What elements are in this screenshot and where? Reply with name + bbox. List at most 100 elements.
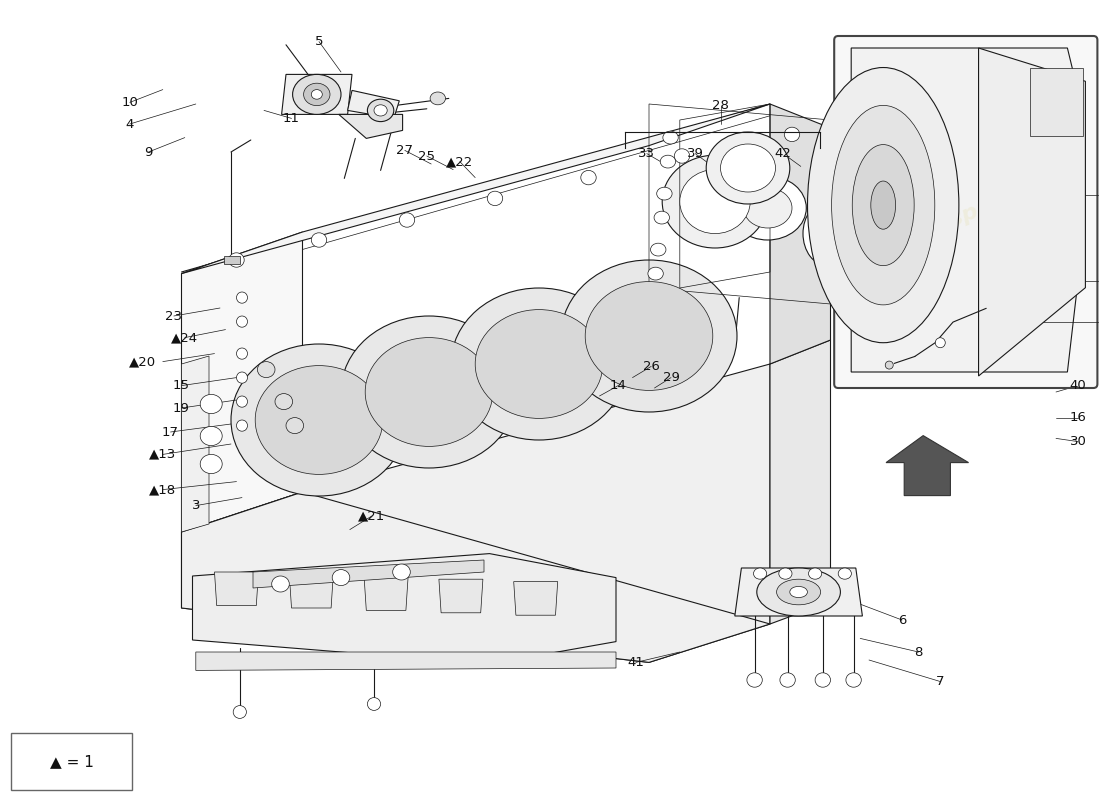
Ellipse shape: [654, 211, 670, 224]
Ellipse shape: [680, 170, 750, 234]
Ellipse shape: [365, 338, 493, 446]
Ellipse shape: [747, 673, 762, 687]
Ellipse shape: [871, 181, 895, 230]
Text: ▲13: ▲13: [150, 448, 176, 461]
Ellipse shape: [451, 288, 627, 440]
Polygon shape: [439, 579, 483, 613]
FancyBboxPatch shape: [834, 36, 1098, 388]
Polygon shape: [253, 560, 484, 588]
Ellipse shape: [487, 191, 503, 206]
Ellipse shape: [229, 253, 244, 267]
Polygon shape: [182, 364, 770, 662]
Polygon shape: [364, 577, 408, 610]
Circle shape: [886, 361, 893, 369]
Ellipse shape: [475, 310, 603, 418]
Ellipse shape: [852, 145, 914, 266]
Text: 23: 23: [165, 310, 183, 322]
Ellipse shape: [311, 233, 327, 247]
Ellipse shape: [808, 568, 822, 579]
Polygon shape: [224, 256, 240, 264]
Ellipse shape: [790, 586, 807, 598]
Ellipse shape: [304, 83, 330, 106]
Text: 6: 6: [898, 614, 906, 626]
Text: 8: 8: [914, 646, 923, 658]
Polygon shape: [289, 574, 333, 608]
Polygon shape: [851, 48, 1077, 372]
Polygon shape: [339, 114, 403, 138]
Polygon shape: [1030, 67, 1084, 136]
Text: eurospares: eurospares: [236, 289, 600, 479]
Text: 19: 19: [173, 402, 190, 414]
Polygon shape: [348, 90, 399, 118]
Ellipse shape: [236, 292, 248, 303]
Text: 42: 42: [774, 147, 792, 160]
Ellipse shape: [200, 454, 222, 474]
Ellipse shape: [311, 90, 322, 99]
Ellipse shape: [200, 394, 222, 414]
Ellipse shape: [257, 362, 275, 378]
Ellipse shape: [650, 243, 666, 256]
Ellipse shape: [286, 418, 304, 434]
Ellipse shape: [838, 568, 851, 579]
Ellipse shape: [275, 394, 293, 410]
Ellipse shape: [367, 99, 394, 122]
Ellipse shape: [754, 568, 767, 579]
Ellipse shape: [815, 673, 830, 687]
Text: 30: 30: [1069, 435, 1087, 448]
Ellipse shape: [293, 74, 341, 114]
Ellipse shape: [255, 366, 383, 474]
Text: 7: 7: [936, 675, 945, 688]
Text: ▲20: ▲20: [130, 355, 156, 368]
Ellipse shape: [374, 105, 387, 116]
Text: ▲ = 1: ▲ = 1: [50, 754, 94, 769]
Text: 15: 15: [173, 379, 190, 392]
Text: ▲22: ▲22: [447, 155, 473, 168]
Text: ▲18: ▲18: [150, 483, 176, 496]
Ellipse shape: [200, 426, 222, 446]
Text: 9: 9: [144, 146, 153, 158]
Ellipse shape: [744, 188, 792, 228]
Ellipse shape: [720, 144, 775, 192]
Text: ▲21: ▲21: [359, 510, 385, 522]
Ellipse shape: [561, 260, 737, 412]
Ellipse shape: [779, 568, 792, 579]
Ellipse shape: [740, 135, 756, 150]
Polygon shape: [182, 356, 209, 532]
Ellipse shape: [272, 576, 289, 592]
Polygon shape: [770, 340, 830, 624]
Polygon shape: [887, 435, 968, 495]
Text: 25: 25: [418, 150, 436, 162]
Text: 16: 16: [1069, 411, 1087, 424]
Ellipse shape: [674, 149, 690, 163]
Text: 33: 33: [638, 147, 656, 160]
Ellipse shape: [660, 155, 675, 168]
Text: 14: 14: [609, 379, 627, 392]
Polygon shape: [182, 104, 770, 274]
Text: ▲24: ▲24: [172, 331, 198, 344]
Text: 28: 28: [712, 99, 729, 112]
Ellipse shape: [236, 348, 248, 359]
Ellipse shape: [399, 213, 415, 227]
Text: a passion for parts since 1959: a passion for parts since 1959: [262, 389, 662, 571]
Ellipse shape: [236, 316, 248, 327]
Polygon shape: [979, 48, 1086, 376]
Text: 4: 4: [125, 118, 134, 130]
Text: 17: 17: [162, 426, 179, 438]
Ellipse shape: [341, 316, 517, 468]
Polygon shape: [214, 572, 258, 606]
Polygon shape: [182, 232, 302, 532]
Ellipse shape: [846, 673, 861, 687]
Polygon shape: [182, 492, 770, 662]
Text: 27: 27: [396, 144, 414, 157]
Ellipse shape: [780, 673, 795, 687]
Text: 3: 3: [191, 499, 200, 512]
Text: 41: 41: [627, 656, 645, 669]
Ellipse shape: [662, 155, 768, 248]
Ellipse shape: [231, 344, 407, 496]
Circle shape: [935, 338, 945, 348]
Ellipse shape: [236, 372, 248, 383]
Bar: [11, 733, 132, 790]
Text: 26: 26: [642, 360, 660, 373]
Ellipse shape: [648, 267, 663, 280]
Polygon shape: [196, 652, 616, 670]
